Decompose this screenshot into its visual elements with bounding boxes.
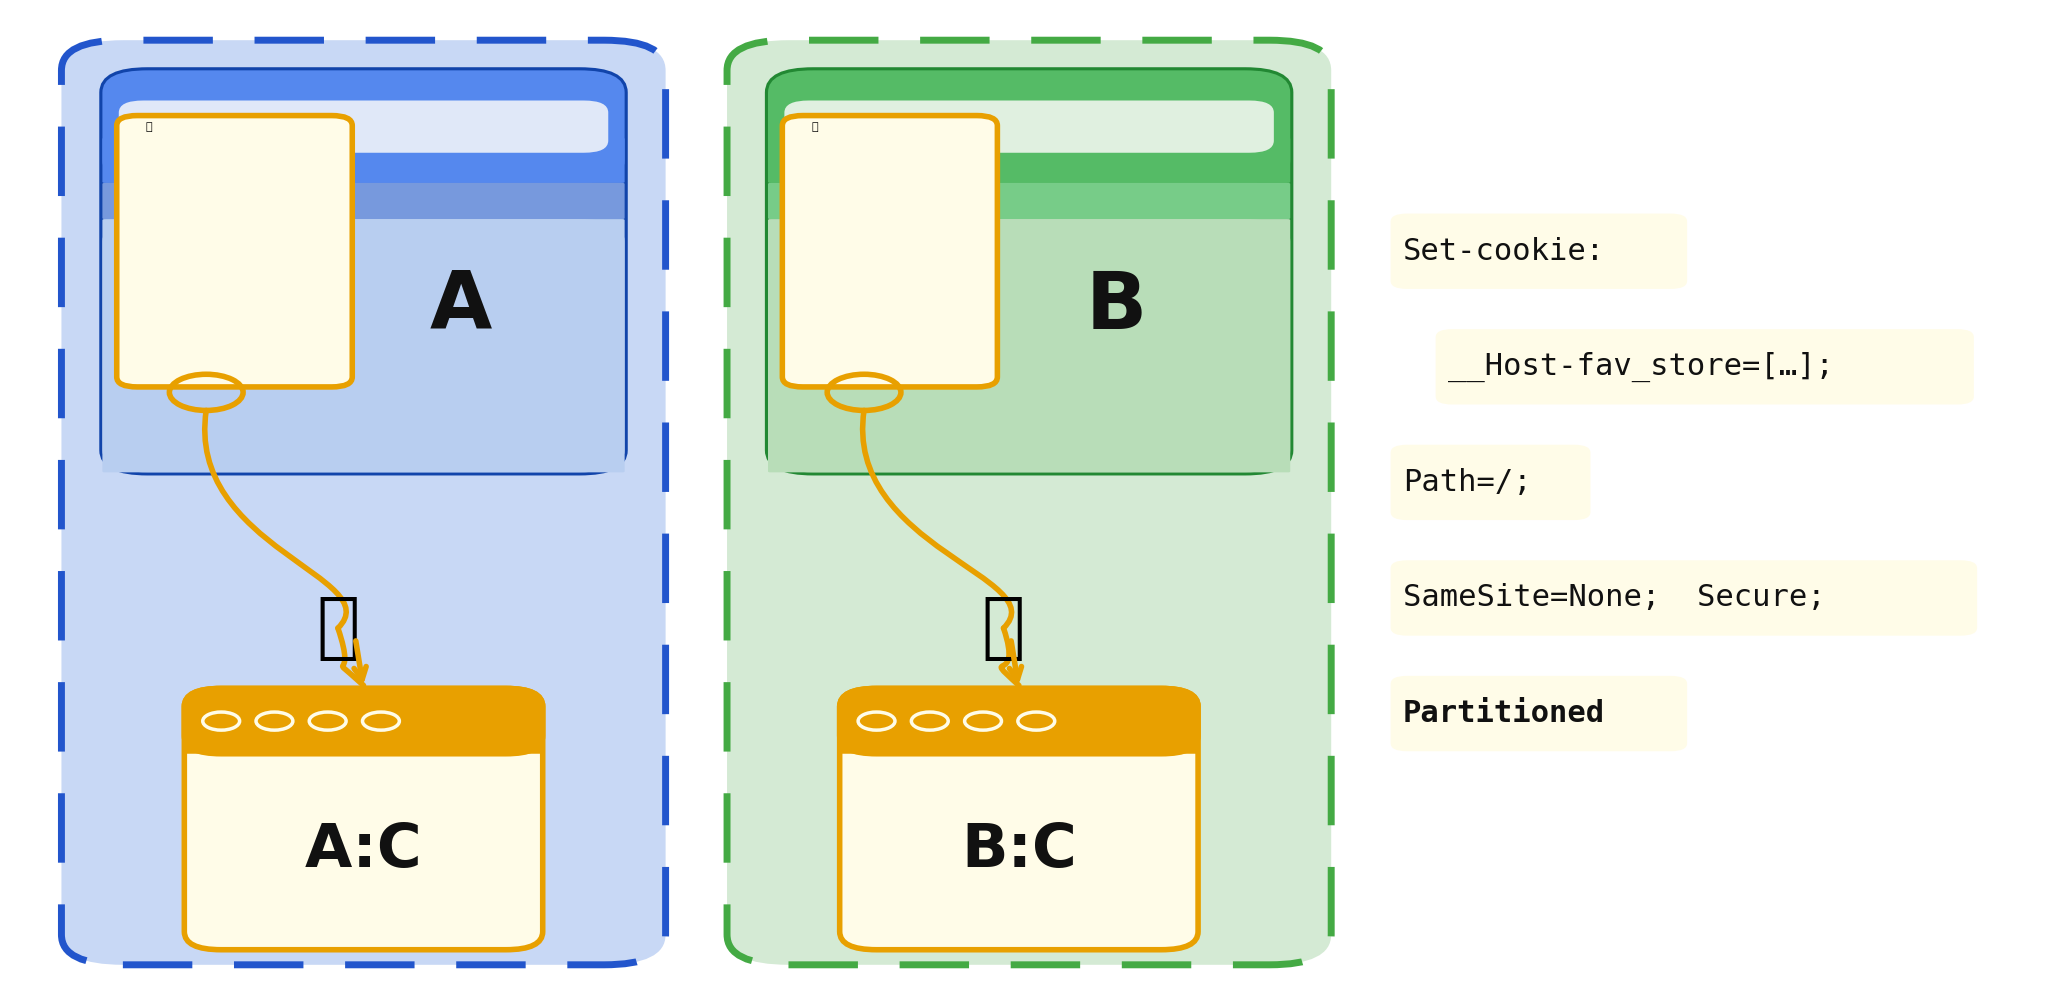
Text: 🔒: 🔒 (811, 122, 817, 132)
FancyBboxPatch shape (1391, 213, 1688, 289)
FancyBboxPatch shape (119, 100, 608, 153)
FancyBboxPatch shape (102, 219, 625, 472)
Text: 🍪: 🍪 (981, 594, 1026, 662)
Text: 🔒: 🔒 (145, 122, 152, 132)
FancyBboxPatch shape (727, 40, 1331, 965)
FancyBboxPatch shape (768, 138, 1290, 183)
FancyBboxPatch shape (768, 219, 1290, 472)
FancyBboxPatch shape (840, 688, 1198, 950)
Text: SameSite=None;  Secure;: SameSite=None; Secure; (1403, 584, 1825, 612)
FancyBboxPatch shape (61, 40, 666, 965)
FancyBboxPatch shape (782, 116, 997, 387)
FancyBboxPatch shape (184, 688, 543, 754)
FancyBboxPatch shape (1391, 560, 1976, 635)
Text: A:C: A:C (305, 821, 422, 880)
Text: B:C: B:C (961, 821, 1077, 880)
FancyBboxPatch shape (1391, 675, 1688, 752)
FancyBboxPatch shape (1436, 330, 1974, 404)
FancyBboxPatch shape (768, 219, 1290, 472)
Text: Set-cookie:: Set-cookie: (1403, 237, 1606, 265)
FancyBboxPatch shape (768, 70, 1290, 183)
FancyBboxPatch shape (102, 183, 625, 219)
Text: 🍪: 🍪 (315, 594, 360, 662)
FancyBboxPatch shape (117, 116, 352, 387)
Text: Path=/;: Path=/; (1403, 468, 1532, 496)
FancyBboxPatch shape (768, 183, 1290, 219)
FancyBboxPatch shape (102, 138, 625, 183)
FancyBboxPatch shape (184, 722, 543, 754)
FancyBboxPatch shape (102, 219, 625, 472)
FancyBboxPatch shape (840, 688, 1198, 754)
Text: __Host-fav_store=[…];: __Host-fav_store=[…]; (1448, 352, 1833, 382)
FancyBboxPatch shape (184, 688, 543, 950)
FancyBboxPatch shape (102, 70, 625, 183)
Text: A: A (430, 267, 492, 346)
FancyBboxPatch shape (102, 70, 625, 472)
FancyBboxPatch shape (1391, 444, 1591, 521)
FancyBboxPatch shape (768, 70, 1290, 472)
FancyBboxPatch shape (840, 722, 1198, 754)
Text: Partitioned: Partitioned (1403, 699, 1606, 728)
Text: B: B (1085, 267, 1147, 346)
FancyBboxPatch shape (784, 100, 1274, 153)
